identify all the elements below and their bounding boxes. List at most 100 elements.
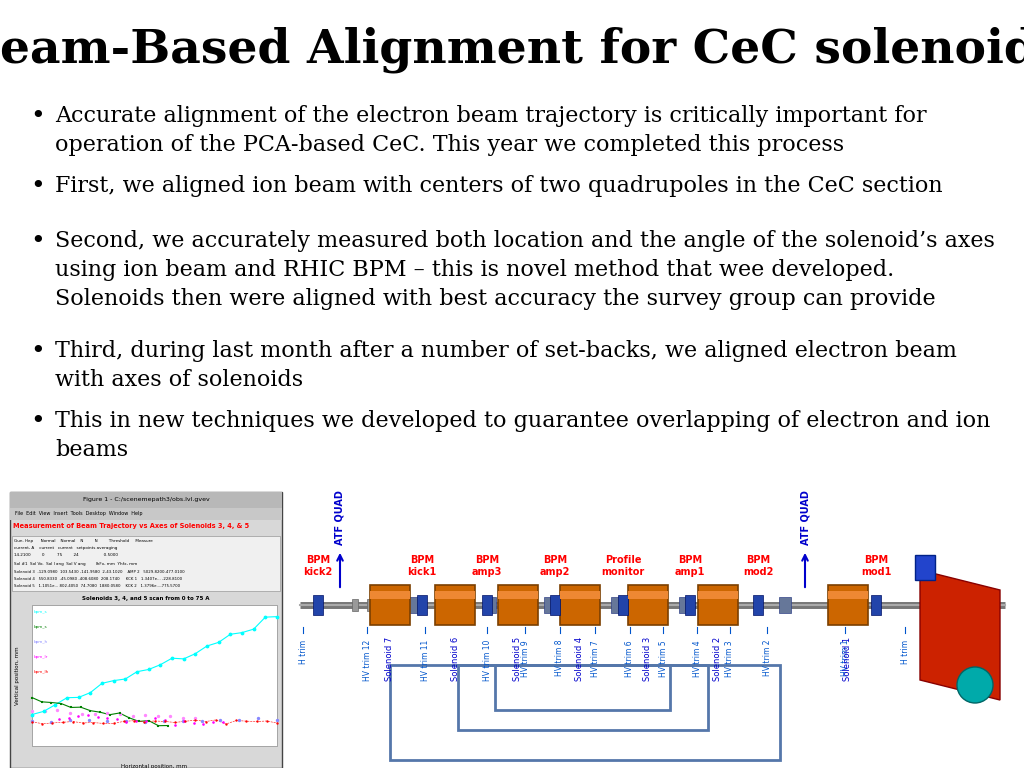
Point <box>187 712 204 724</box>
Text: HV trim 10: HV trim 10 <box>482 640 492 681</box>
Bar <box>779 597 791 613</box>
Bar <box>484 597 496 613</box>
Point <box>82 704 98 717</box>
Point <box>99 714 116 727</box>
Text: Measurement of Beam Trajectory vs Axes of Solenoids 3, 4, & 5: Measurement of Beam Trajectory vs Axes o… <box>13 523 249 529</box>
Bar <box>482 595 492 615</box>
Bar <box>560 585 600 625</box>
Bar <box>544 597 556 613</box>
Text: Solenoid 2: Solenoid 2 <box>714 637 723 681</box>
Text: Accurate alignment of the electron beam trajectory is critically important for
o: Accurate alignment of the electron beam … <box>55 105 927 156</box>
Point <box>164 652 180 664</box>
Text: ATF QUAD: ATF QUAD <box>800 490 810 545</box>
Point <box>117 673 133 685</box>
Point <box>101 709 118 721</box>
Point <box>129 666 145 678</box>
Bar <box>618 595 628 615</box>
Point <box>150 710 166 722</box>
Text: Solenoid 1: Solenoid 1 <box>844 637 853 681</box>
Point <box>51 713 68 725</box>
Point <box>75 717 91 729</box>
Point <box>137 716 154 728</box>
Point <box>87 708 103 720</box>
Bar <box>32 605 278 746</box>
Text: BPM
kick1: BPM kick1 <box>408 555 436 577</box>
Point <box>34 717 50 730</box>
Point <box>119 716 135 728</box>
Point <box>61 714 78 727</box>
Bar <box>352 599 358 611</box>
Point <box>126 714 142 727</box>
Point <box>24 708 40 720</box>
Text: H trim: H trim <box>900 640 909 664</box>
Point <box>211 636 227 648</box>
Text: HV trim 9: HV trim 9 <box>520 640 529 677</box>
Bar <box>435 591 475 599</box>
Point <box>187 714 204 727</box>
Point <box>89 710 105 723</box>
Point <box>196 718 212 730</box>
Text: HV trim 3: HV trim 3 <box>725 640 734 677</box>
Point <box>218 718 234 730</box>
Text: bpm_lr: bpm_lr <box>34 655 48 660</box>
Bar <box>409 597 421 613</box>
Text: HV trim 12: HV trim 12 <box>362 640 372 681</box>
Text: First, we aligned ion beam with centers of two quadrupoles in the CeC section: First, we aligned ion beam with centers … <box>55 175 943 197</box>
Bar <box>828 591 868 599</box>
Polygon shape <box>920 570 1000 700</box>
Point <box>112 707 128 719</box>
Text: Solenoid 6: Solenoid 6 <box>451 637 460 681</box>
Text: HV trim 7: HV trim 7 <box>591 640 599 677</box>
Point <box>95 717 112 730</box>
Bar <box>698 585 738 625</box>
Point <box>231 713 248 726</box>
Point <box>228 714 245 727</box>
Text: bpm_h: bpm_h <box>34 641 48 644</box>
Bar <box>498 591 538 599</box>
Point <box>239 715 255 727</box>
Point <box>116 715 132 727</box>
Point <box>92 706 109 718</box>
Point <box>185 717 202 729</box>
Text: Solenoid 3  -129.0980  103.5430 -141.9580  2-43.1020    AMP 2   5029.8200-477.01: Solenoid 3 -129.0980 103.5430 -141.9580 … <box>14 570 184 574</box>
Point <box>36 705 52 717</box>
Point <box>49 704 66 717</box>
Point <box>208 713 224 726</box>
Point <box>24 716 40 728</box>
Text: BPM
mod2: BPM mod2 <box>742 555 773 577</box>
Point <box>137 709 154 721</box>
Text: •: • <box>30 340 45 363</box>
Point <box>121 712 137 724</box>
Bar <box>390 665 780 760</box>
Text: Profile
monitor: Profile monitor <box>601 555 645 577</box>
Bar <box>10 492 282 508</box>
Point <box>131 715 147 727</box>
Text: HV trim 2: HV trim 2 <box>763 640 771 677</box>
Point <box>160 720 176 732</box>
Point <box>174 714 190 727</box>
Bar <box>915 555 935 580</box>
Point <box>80 714 96 727</box>
Text: Third, during last month after a number of set-backs, we aligned electron beam
w: Third, during last month after a number … <box>55 340 956 391</box>
Text: File  Edit  View  Insert  Tools  Desktop  Window  Help: File Edit View Insert Tools Desktop Wind… <box>15 511 142 517</box>
Bar <box>628 585 668 625</box>
Bar <box>10 492 282 768</box>
Bar <box>753 595 763 615</box>
Text: •: • <box>30 105 45 128</box>
Text: bpm_lh: bpm_lh <box>34 670 49 674</box>
Text: BPM
amp2: BPM amp2 <box>540 555 570 577</box>
Text: HV trim 6: HV trim 6 <box>626 640 635 677</box>
Text: Beam-Based Alignment for CeC solenoids: Beam-Based Alignment for CeC solenoids <box>0 27 1024 73</box>
Point <box>222 628 239 641</box>
Bar <box>370 585 410 625</box>
Circle shape <box>957 667 993 703</box>
Point <box>176 715 193 727</box>
Point <box>156 714 172 727</box>
Text: This in new techniques we developed to guarantee overlapping of electron and ion: This in new techniques we developed to g… <box>55 410 990 461</box>
Bar <box>495 665 670 710</box>
Point <box>140 664 157 676</box>
Point <box>24 715 40 727</box>
Point <box>137 714 154 727</box>
Point <box>250 712 266 724</box>
Text: Solenoid 5: Solenoid 5 <box>513 637 522 681</box>
